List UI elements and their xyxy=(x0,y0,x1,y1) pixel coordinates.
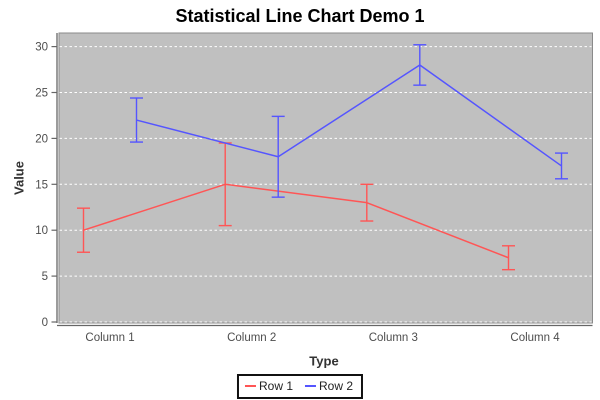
legend-swatch-row-1-line xyxy=(244,385,256,387)
category-label: Column 3 xyxy=(369,332,418,344)
error-bar xyxy=(502,245,515,271)
y-tick-label: 0 xyxy=(42,317,48,329)
y-tick-label: 5 xyxy=(42,271,48,283)
series-line xyxy=(83,183,509,259)
y-axis-ticks: 0 5 10 15 20 25 30 xyxy=(35,42,57,329)
series-row-1 xyxy=(77,142,515,271)
legend-item-row-1: Row 1 xyxy=(244,379,293,393)
legend-label-row-2: Row 2 xyxy=(319,379,354,393)
y-tick-label: 30 xyxy=(35,42,48,54)
x-axis-category-labels: Column 1 Column 2 Column 3 Column 4 xyxy=(85,332,560,344)
gridlines xyxy=(59,46,592,323)
legend-swatch-row-2-line xyxy=(305,385,316,387)
series-line xyxy=(136,64,562,167)
error-bar xyxy=(360,183,374,222)
y-axis-title: Value xyxy=(11,161,27,195)
y-tick-label: 15 xyxy=(35,179,48,191)
legend-item-row-2: Row 2 xyxy=(305,379,353,393)
y-tick-label: 25 xyxy=(35,88,48,100)
category-label: Column 1 xyxy=(85,332,134,344)
series-row-2 xyxy=(130,44,568,198)
x-axis-title: Type xyxy=(309,353,339,369)
error-bar xyxy=(413,44,427,86)
legend: Row 1 Row 2 xyxy=(236,374,364,399)
error-bar xyxy=(77,207,90,253)
plot-background xyxy=(58,32,593,324)
category-label: Column 4 xyxy=(510,332,560,344)
error-bar xyxy=(271,115,285,198)
chart-title: Statistical Line Chart Demo 1 xyxy=(175,6,425,26)
y-tick-label: 10 xyxy=(35,225,48,237)
error-bar xyxy=(130,97,143,143)
y-tick-label: 20 xyxy=(35,133,48,145)
legend-label-row-1: Row 1 xyxy=(258,379,293,393)
category-label: Column 2 xyxy=(227,332,276,344)
error-bar xyxy=(555,152,568,180)
